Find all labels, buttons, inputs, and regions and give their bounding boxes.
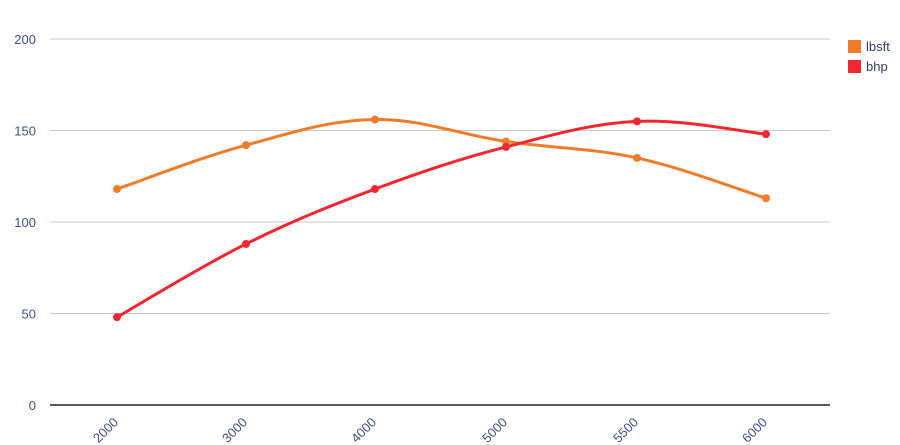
data-point-bhp-5500[interactable] bbox=[633, 117, 641, 126]
data-point-bhp-4000[interactable] bbox=[371, 185, 379, 194]
data-point-bhp-3000[interactable] bbox=[242, 239, 250, 248]
data-point-bhp-6000[interactable] bbox=[762, 130, 770, 139]
legend-swatch-lbsft bbox=[848, 40, 861, 53]
series-group bbox=[113, 115, 770, 322]
data-point-lbsft-6000[interactable] bbox=[762, 194, 770, 203]
x-tick-label-5500: 5500 bbox=[610, 415, 641, 445]
legend: lbsft bhp bbox=[848, 38, 890, 78]
data-point-bhp-2000[interactable] bbox=[113, 313, 121, 322]
series-line-bhp bbox=[116, 119, 767, 319]
legend-label-lbsft: lbsft bbox=[866, 39, 890, 54]
legend-swatch-bhp bbox=[848, 60, 861, 73]
data-point-lbsft-3000[interactable] bbox=[242, 141, 250, 150]
x-tick-label-5000: 5000 bbox=[479, 415, 510, 445]
grid-lines bbox=[50, 38, 830, 314]
legend-label-bhp: bhp bbox=[866, 59, 888, 74]
x-tick-label-3000: 3000 bbox=[219, 415, 250, 445]
x-tick-label-4000: 4000 bbox=[348, 415, 379, 445]
legend-item-lbsft[interactable]: lbsft bbox=[848, 38, 890, 55]
x-tick-label-2000: 2000 bbox=[90, 415, 121, 445]
data-point-lbsft-5500[interactable] bbox=[633, 153, 641, 162]
series-line-lbsft bbox=[116, 118, 767, 200]
y-tick-label-150: 150 bbox=[14, 124, 36, 139]
data-point-bhp-5000[interactable] bbox=[502, 142, 510, 151]
y-tick-label-0: 0 bbox=[29, 398, 36, 413]
data-point-lbsft-4000[interactable] bbox=[371, 115, 379, 124]
y-tick-label-50: 50 bbox=[22, 307, 36, 322]
legend-item-bhp[interactable]: bhp bbox=[848, 58, 890, 75]
data-point-lbsft-2000[interactable] bbox=[113, 185, 121, 194]
y-axis-labels: 0 50 100 150 200 bbox=[14, 32, 36, 413]
data-point-lbsft-5000[interactable] bbox=[502, 137, 510, 146]
x-axis-labels: 2000 3000 4000 5000 5500 6000 bbox=[90, 415, 770, 445]
y-tick-label-200: 200 bbox=[14, 32, 36, 47]
x-tick-label-6000: 6000 bbox=[739, 415, 770, 445]
y-tick-label-100: 100 bbox=[14, 215, 36, 230]
